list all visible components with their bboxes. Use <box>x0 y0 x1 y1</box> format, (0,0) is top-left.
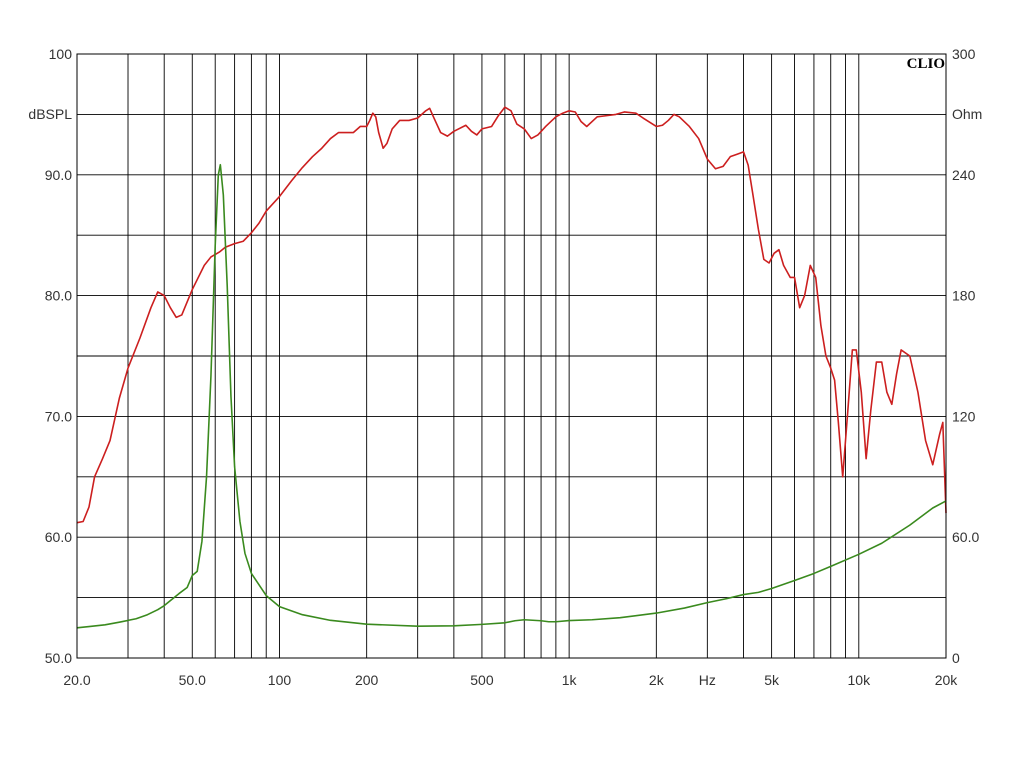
y-right-tick-label: 180 <box>952 288 976 304</box>
x-tick-label: 5k <box>764 672 780 688</box>
x-tick-label: 1k <box>562 672 578 688</box>
x-tick-label: 100 <box>268 672 292 688</box>
brand-label: CLIO <box>907 56 945 72</box>
y-left-tick-label: 70.0 <box>45 408 72 424</box>
x-tick-label: 10k <box>848 672 872 688</box>
axis-labels: CLIO dBSPL Ohm 20.0 50.0 100 200 500 1k 2k Hz 5k… <box>28 46 982 688</box>
plot-frame <box>76 53 947 659</box>
y-left-unit-label: dBSPL <box>28 106 72 122</box>
y-right-tick-label: 60.0 <box>952 529 979 545</box>
y-left-tick-label: 60.0 <box>45 529 72 545</box>
y-left-tick-label: 50.0 <box>45 650 72 666</box>
y-left-tick-label: 100 <box>49 46 73 62</box>
y-left-tick-label: 80.0 <box>45 288 72 304</box>
y-right-tick-label: 0 <box>952 650 960 666</box>
y-right-tick-label: 300 <box>952 46 976 62</box>
spl-curve-line <box>76 106 947 524</box>
x-tick-label: 500 <box>470 672 494 688</box>
y-right-tick-label: 240 <box>952 167 976 183</box>
x-tick-label: 2k <box>649 672 665 688</box>
x-tick-label: 50.0 <box>179 672 206 688</box>
x-tick-label: 20k <box>935 672 959 688</box>
impedance-curve-line <box>76 163 947 629</box>
grid <box>77 54 946 658</box>
x-tick-label: 200 <box>355 672 379 688</box>
y-right-unit-label: Ohm <box>952 106 982 122</box>
plot-series <box>76 106 947 629</box>
y-left-tick-label: 90.0 <box>45 167 72 183</box>
y-right-tick-label: 120 <box>952 408 976 424</box>
x-tick-label: 20.0 <box>63 672 90 688</box>
x-tick-label: Hz <box>699 672 716 688</box>
